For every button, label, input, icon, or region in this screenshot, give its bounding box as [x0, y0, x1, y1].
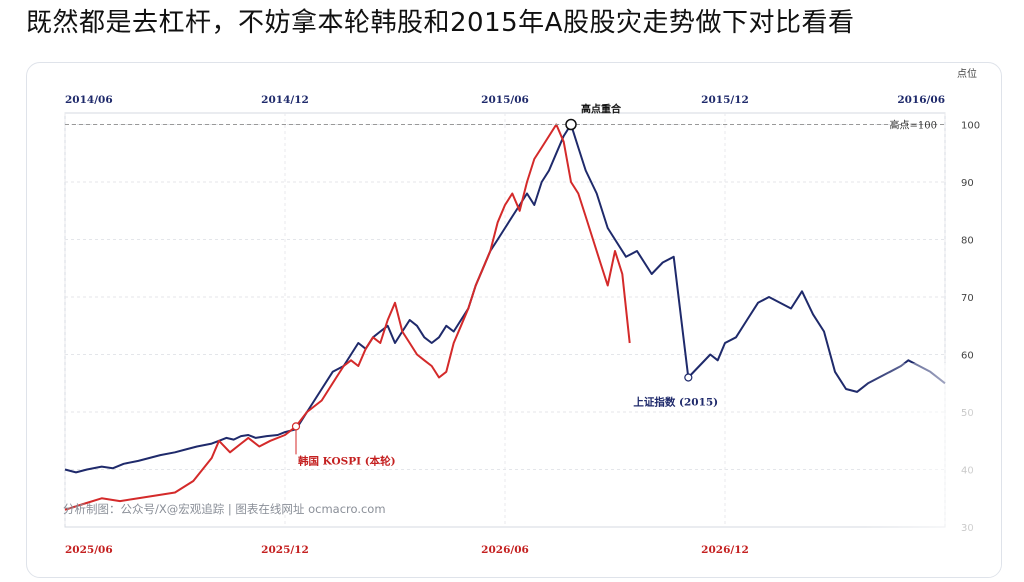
- chart-watermark: 分析制图：公众号/X@宏观追踪 | 图表在线网址 ocmacro.com: [63, 502, 386, 516]
- bottom-axis-tick-label: 2025/06: [65, 544, 113, 556]
- y-tick-label: 80: [961, 236, 974, 247]
- top-axis-tick-label: 2016/06: [897, 94, 945, 106]
- y-tick-label: 60: [961, 351, 974, 362]
- y-tick-label: 50: [961, 408, 974, 419]
- post-headline: 既然都是去杠杆，不妨拿本轮韩股和2015年A股股灾走势做下对比看看: [26, 8, 855, 38]
- top-axis-tick-label: 2015/06: [481, 94, 529, 106]
- bottom-axis-tick-label: 2026/06: [481, 544, 529, 556]
- bottom-axis-tick-label: 2025/12: [261, 544, 309, 556]
- y-axis-ticks: 30 40 50 60 70 80 90 100: [961, 121, 980, 535]
- top-axis-ticks: 2014/06 2014/12 2015/06 2015/12 2016/06: [65, 94, 945, 106]
- y-unit-label: 点位: [957, 67, 977, 80]
- peak-marker: [565, 118, 577, 131]
- y-tick-label: 90: [961, 178, 974, 189]
- peak-note: 高点重合: [581, 103, 622, 116]
- kospi-marker: [291, 422, 301, 431]
- top-axis-tick-label: 2014/12: [261, 94, 309, 106]
- peak-line-label: 高点=100: [890, 119, 937, 132]
- bottom-axis-tick-label: 2026/12: [701, 544, 749, 556]
- kospi-series-label: 韩国 KOSPI (本轮): [298, 454, 396, 467]
- y-tick-label: 100: [961, 121, 980, 132]
- grid-lines: [64, 113, 946, 527]
- chart-card[interactable]: 2014/06 2014/12 2015/06 2015/12 2016/06 2025…: [26, 62, 1002, 578]
- top-axis-tick-label: 2015/12: [701, 94, 749, 106]
- bottom-axis-ticks: 2025/06 2025/12 2026/06 2026/12: [65, 544, 749, 556]
- top-axis-tick-label: 2014/06: [65, 94, 113, 106]
- kospi-vs-shanghai-chart: 2014/06 2014/12 2015/06 2015/12 2016/06 2025…: [63, 67, 980, 556]
- shanghai-crash-marker: [684, 373, 693, 382]
- shanghai-series-label: 上证指数 (2015): [633, 396, 718, 409]
- y-tick-label: 30: [961, 523, 974, 534]
- y-tick-label: 70: [961, 293, 974, 304]
- y-tick-label: 40: [961, 466, 974, 477]
